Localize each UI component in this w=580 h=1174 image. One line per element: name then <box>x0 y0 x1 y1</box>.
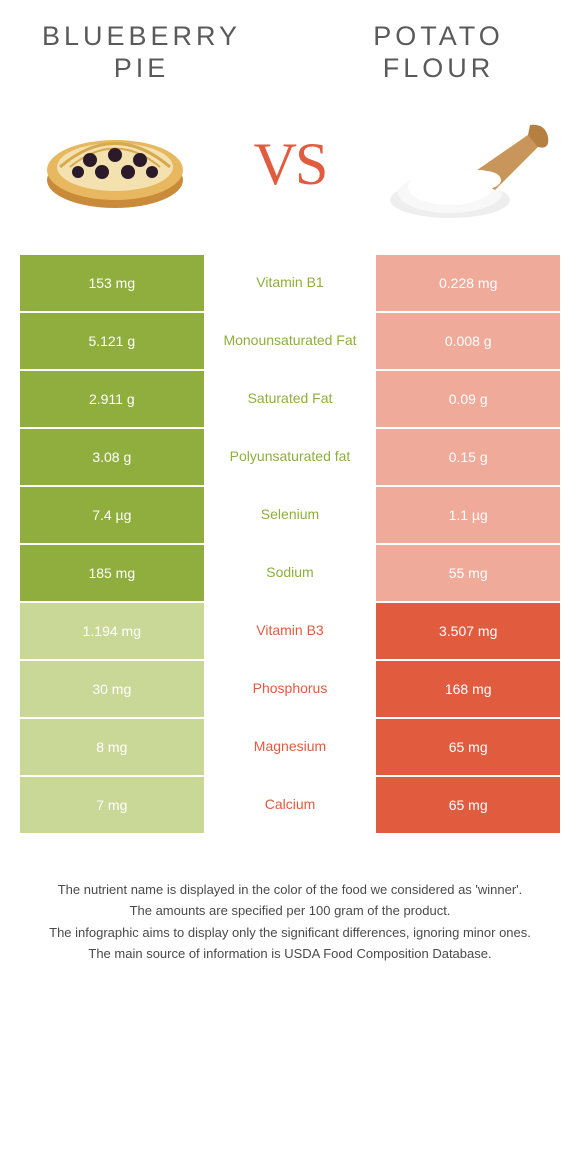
title-left: BLUEBERRY PIE <box>20 20 263 85</box>
right-value: 168 mg <box>376 661 560 719</box>
right-value: 0.09 g <box>376 371 560 429</box>
left-value: 2.911 g <box>20 371 204 429</box>
right-value: 0.008 g <box>376 313 560 371</box>
right-value: 65 mg <box>376 777 560 835</box>
nutrient-name: Sodium <box>204 545 377 603</box>
infographic-container: BLUEBERRY PIE POTATO FLOUR VS <box>0 0 580 976</box>
table-row: 153 mgVitamin B10.228 mg <box>20 255 560 313</box>
table-row: 1.194 mgVitamin B33.507 mg <box>20 603 560 661</box>
right-value: 0.228 mg <box>376 255 560 313</box>
left-value: 185 mg <box>20 545 204 603</box>
nutrient-name: Calcium <box>204 777 377 835</box>
left-value: 3.08 g <box>20 429 204 487</box>
left-value: 7 mg <box>20 777 204 835</box>
pie-icon <box>40 110 190 220</box>
left-value: 7.4 µg <box>20 487 204 545</box>
nutrient-name: Vitamin B3 <box>204 603 377 661</box>
table-row: 30 mgPhosphorus168 mg <box>20 661 560 719</box>
nutrient-name: Vitamin B1 <box>204 255 377 313</box>
right-value: 0.15 g <box>376 429 560 487</box>
nutrient-name: Magnesium <box>204 719 377 777</box>
footer-line: The infographic aims to display only the… <box>30 923 550 943</box>
nutrient-name: Selenium <box>204 487 377 545</box>
left-value: 5.121 g <box>20 313 204 371</box>
table-row: 185 mgSodium55 mg <box>20 545 560 603</box>
left-value: 30 mg <box>20 661 204 719</box>
comparison-table: 153 mgVitamin B10.228 mg5.121 gMonounsat… <box>20 255 560 835</box>
blueberry-pie-image <box>20 110 209 220</box>
right-value: 65 mg <box>376 719 560 777</box>
table-row: 3.08 gPolyunsaturated fat0.15 g <box>20 429 560 487</box>
footer-line: The amounts are specified per 100 gram o… <box>30 901 550 921</box>
footer-line: The main source of information is USDA F… <box>30 944 550 964</box>
table-row: 7.4 µgSelenium1.1 µg <box>20 487 560 545</box>
potato-flour-image <box>371 105 560 225</box>
left-value: 8 mg <box>20 719 204 777</box>
vs-label: VS <box>254 130 327 199</box>
table-row: 5.121 gMonounsaturated Fat0.008 g <box>20 313 560 371</box>
table-row: 7 mgCalcium65 mg <box>20 777 560 835</box>
nutrient-name: Phosphorus <box>204 661 377 719</box>
title-right: POTATO FLOUR <box>317 20 560 85</box>
right-value: 55 mg <box>376 545 560 603</box>
footer-notes: The nutrient name is displayed in the co… <box>20 880 560 964</box>
nutrient-name: Monounsaturated Fat <box>204 313 377 371</box>
footer-line: The nutrient name is displayed in the co… <box>30 880 550 900</box>
left-value: 1.194 mg <box>20 603 204 661</box>
hero-row: VS <box>20 105 560 225</box>
left-value: 153 mg <box>20 255 204 313</box>
right-value: 3.507 mg <box>376 603 560 661</box>
table-row: 2.911 gSaturated Fat0.09 g <box>20 371 560 429</box>
flour-icon <box>380 105 550 225</box>
right-value: 1.1 µg <box>376 487 560 545</box>
nutrient-name: Polyunsaturated fat <box>204 429 377 487</box>
table-row: 8 mgMagnesium65 mg <box>20 719 560 777</box>
nutrient-name: Saturated Fat <box>204 371 377 429</box>
titles-row: BLUEBERRY PIE POTATO FLOUR <box>20 20 560 85</box>
